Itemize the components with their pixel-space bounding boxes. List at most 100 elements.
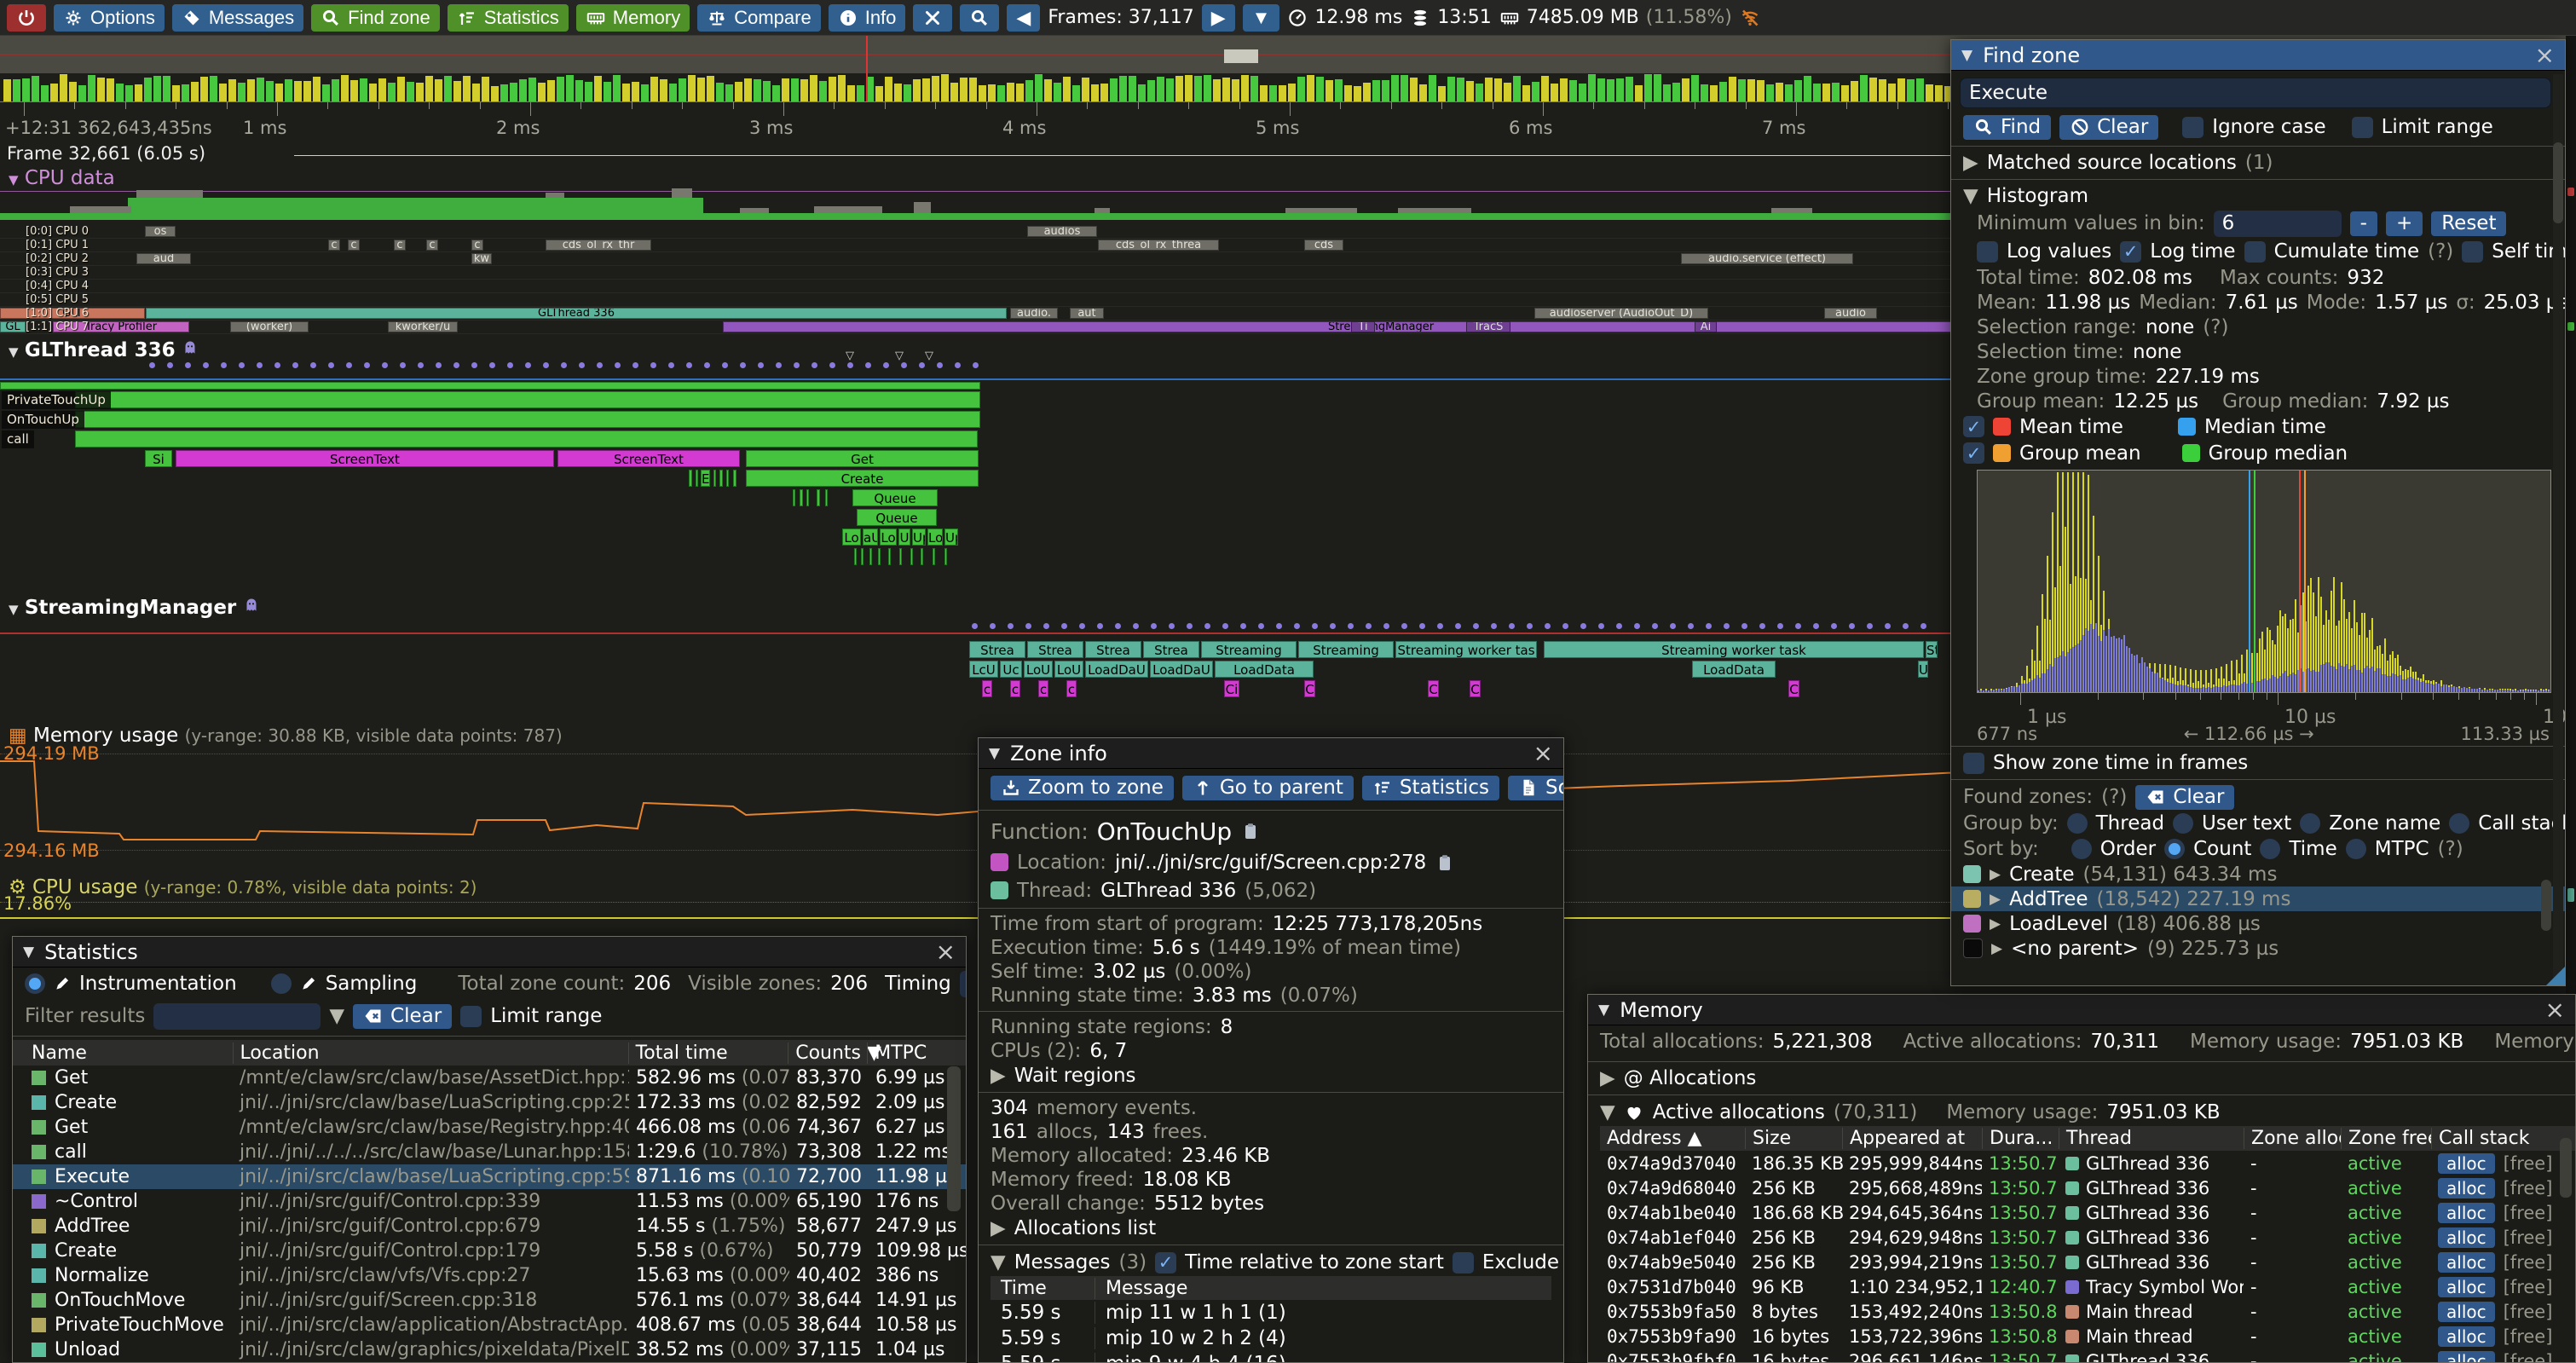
message-dot[interactable] <box>597 362 603 368</box>
column-header-size[interactable]: Size <box>1745 1128 1842 1149</box>
table-row[interactable]: Get/mnt/e/claw/src/claw/base/Registry.hp… <box>13 1115 966 1140</box>
found-zone-row[interactable]: ▶ Create (54,131) 643.34 ms <box>1951 862 2565 887</box>
power-button[interactable] <box>7 3 46 32</box>
limit-range-checkbox[interactable] <box>2351 116 2373 138</box>
allocation-row[interactable]: 0x74a9d37040 186.35 KB 295,999,844ns 13:50.… <box>1600 1151 2575 1175</box>
message-dot[interactable] <box>525 362 531 368</box>
cpu-zone[interactable]: os <box>145 226 176 237</box>
cpu-zone[interactable]: c <box>426 240 438 251</box>
thread-zone[interactable] <box>696 470 698 487</box>
group-by-call-stacks[interactable] <box>2449 813 2470 834</box>
message-dot[interactable] <box>794 362 800 368</box>
allocation-row[interactable]: 0x74a9d68040 256 KB 295,668,489ns 13:50.7 GL… <box>1600 1175 2575 1200</box>
thread-zone[interactable] <box>75 391 980 408</box>
message-dot[interactable] <box>1312 623 1318 629</box>
memory-panel-titlebar[interactable]: ▼ Memory × <box>1588 995 2575 1025</box>
mean-time-checkbox[interactable]: ✓ <box>1963 416 1984 437</box>
sort-by-order[interactable] <box>2071 839 2092 859</box>
alloc-callstack-button[interactable]: alloc <box>2438 1227 2495 1248</box>
table-row[interactable]: OnTouchMove jni/../jni/src/guif/Screen.cp… <box>13 1288 966 1313</box>
thread-zone[interactable]: Queue <box>857 509 937 526</box>
found-zone-row[interactable]: ▶ AddTree (18,542) 227.19 ms <box>1951 887 2565 911</box>
message-dot[interactable] <box>1562 623 1568 629</box>
sort-by-time[interactable] <box>2260 839 2281 859</box>
thread-zone[interactable] <box>825 489 828 506</box>
message-dot[interactable] <box>1383 623 1389 629</box>
thread-zone[interactable] <box>800 489 803 506</box>
expand-icon[interactable]: ▶ <box>1990 865 2001 883</box>
message-dot[interactable] <box>543 362 549 368</box>
thread-zone[interactable]: Up <box>944 528 958 546</box>
thread-zone[interactable] <box>689 470 692 487</box>
found-zone-row[interactable]: ▶ LoadLevel (18) 406.88 µs <box>1951 911 2565 936</box>
cumulate-time-checkbox[interactable] <box>2244 240 2266 263</box>
message-dot[interactable] <box>1204 623 1210 629</box>
panel-scrollbar-thumb[interactable] <box>2553 142 2563 223</box>
cpu-zone[interactable]: audioserver (AudioOut_D) <box>1534 308 1708 319</box>
cpu-zone[interactable]: (worker) <box>230 321 309 332</box>
cpu-zone[interactable]: aut <box>1070 308 1104 319</box>
find-zone-search-input[interactable]: Execute <box>1960 78 2551 108</box>
message-dot[interactable] <box>1867 623 1873 629</box>
message-dot[interactable] <box>1294 623 1300 629</box>
filter-input[interactable] <box>153 1002 321 1030</box>
table-row[interactable]: Execute jni/../jni/src/claw/base/LuaScrip… <box>13 1164 966 1189</box>
group-mean-checkbox[interactable]: ✓ <box>1963 442 1984 464</box>
thread-zone[interactable] <box>806 489 809 506</box>
message-dot[interactable] <box>436 362 442 368</box>
copy-icon[interactable] <box>1240 821 1261 841</box>
alloc-callstack-button[interactable]: alloc <box>2438 1276 2495 1297</box>
message-dot[interactable] <box>418 362 424 368</box>
group-by-zone-name[interactable] <box>2300 813 2321 834</box>
message-dot[interactable] <box>865 362 871 368</box>
min-bin-plus-button[interactable]: + <box>2385 211 2423 236</box>
message-dot[interactable] <box>973 362 979 368</box>
exclude-children-checkbox[interactable] <box>1452 1251 1474 1273</box>
cpu-zone[interactable]: Tracy Profiler <box>53 321 189 332</box>
limit-range-checkbox[interactable] <box>460 1005 482 1027</box>
thread-zone[interactable] <box>817 489 820 506</box>
zone-info-titlebar[interactable]: ▼ Zone info × <box>979 738 1563 769</box>
allocation-row[interactable]: 0x74ab1ef040 256 KB 294,629,948ns 13:50.7 GL… <box>1600 1225 2575 1250</box>
message-dot[interactable] <box>310 362 316 368</box>
message-dot[interactable] <box>382 362 388 368</box>
allocation-row[interactable]: 0x74ab9e5040 256 KB 293,994,219ns 13:50.7 GL… <box>1600 1250 2575 1274</box>
messages-button[interactable]: Messages <box>171 3 304 32</box>
ignore-case-checkbox[interactable] <box>2182 116 2204 138</box>
cpu-usage-header[interactable]: ⚙ CPU usage (y-range: 0.78%, visible dat… <box>9 876 477 898</box>
thread-zone[interactable]: Uc <box>1000 661 1022 678</box>
thread-zone[interactable] <box>0 382 980 390</box>
thread-zone[interactable]: Lo <box>842 528 861 546</box>
log-time-checkbox[interactable]: ✓ <box>2120 240 2142 263</box>
message-dot[interactable] <box>507 362 513 368</box>
message-dot[interactable] <box>1580 623 1586 629</box>
message-dot[interactable] <box>1401 623 1407 629</box>
resize-grip[interactable] <box>2546 967 2565 985</box>
message-dot[interactable] <box>1795 623 1801 629</box>
thread-zone[interactable]: U <box>1918 661 1928 678</box>
thread-zone[interactable]: LoU <box>1024 661 1053 678</box>
thread-zone[interactable] <box>733 470 736 487</box>
thread-zone[interactable]: C <box>1470 680 1481 697</box>
table-row[interactable]: Create jni/../jni/src/guif/Control.cpp:17… <box>13 1239 966 1263</box>
message-dot[interactable] <box>1491 623 1497 629</box>
clear-button[interactable]: Clear <box>2059 114 2159 140</box>
cpu-zone[interactable]: cds_ol_rx_thr <box>546 240 651 251</box>
self-time-checkbox[interactable] <box>2462 240 2484 263</box>
found-zone-row[interactable]: ▶ <no parent> (9) 225.73 µs <box>1951 936 2565 961</box>
cpu-zone[interactable]: kworker/u <box>388 321 458 332</box>
message-dot[interactable] <box>1741 623 1747 629</box>
message-dot[interactable] <box>203 362 209 368</box>
thread-zone[interactable] <box>75 430 978 448</box>
column-header-address[interactable]: Address ▲ <box>1607 1128 1702 1149</box>
cpu-zone[interactable]: Ti <box>1351 321 1375 332</box>
panel-scrollbar-track[interactable] <box>2553 74 2563 982</box>
collapse-icon[interactable]: ▼ <box>1598 1001 1610 1019</box>
column-header-message[interactable]: Message <box>1095 1277 1551 1299</box>
table-row[interactable]: ~Control jni/../jni/src/guif/Control.cpp:… <box>13 1189 966 1214</box>
sort-by-count[interactable] <box>2164 839 2186 859</box>
table-row[interactable]: Normalize jni/../jni/src/claw/vfs/Vfs.cpp… <box>13 1263 966 1288</box>
thread-zone[interactable]: Strea <box>1027 641 1083 658</box>
message-dot[interactable] <box>185 362 191 368</box>
